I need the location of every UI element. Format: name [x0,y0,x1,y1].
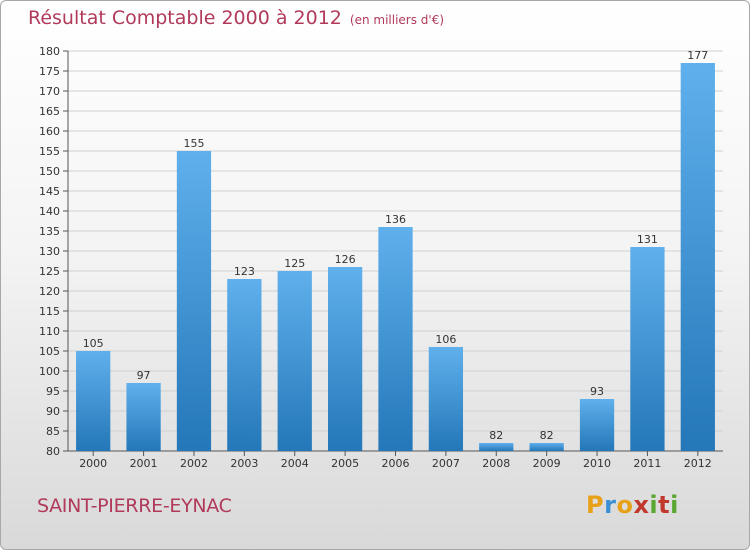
commune-name: SAINT-PIERRE-EYNAC [37,495,232,517]
y-tick-label: 165 [39,105,60,118]
bar-2010 [579,399,615,451]
value-label-2002: 155 [183,137,204,150]
x-tick-label-2004: 2004 [281,457,309,470]
value-label-2006: 136 [385,213,406,226]
value-label-2011: 131 [637,233,658,246]
x-tick-label-2006: 2006 [382,457,410,470]
x-tick-label-2010: 2010 [583,457,611,470]
value-label-2010: 93 [590,385,604,398]
bar-2012 [680,63,715,451]
y-tick-label: 140 [39,205,60,218]
y-tick-label: 115 [39,305,60,318]
value-label-2007: 106 [435,333,456,346]
bar-2000 [76,351,111,451]
x-tick-label-2002: 2002 [180,457,208,470]
y-tick-label: 90 [46,405,60,418]
y-tick-label: 105 [39,345,60,358]
y-tick-label: 110 [39,325,60,338]
y-tick-label: 170 [39,85,60,98]
x-tick-label-2000: 2000 [79,457,107,470]
bar-2009 [529,443,564,451]
y-tick-label: 155 [39,145,60,158]
y-tick-label: 180 [39,45,60,58]
y-tick-labels: 80 85 90 95 100 105 110 115 120 125 130 135 140 145 15… [39,45,60,458]
value-label-2001: 97 [137,369,151,382]
bar-2007 [428,347,464,451]
x-tick-label-2009: 2009 [533,457,561,470]
logo-letter: P [586,491,605,519]
y-tick-label: 150 [39,165,60,178]
bar-2004 [277,271,312,451]
x-tick-label-2003: 2003 [230,457,258,470]
value-labels: 105 97 155 123 125 126 136 106 82 82 93 131 177 [83,49,709,442]
value-label-2003: 123 [234,265,255,278]
logo-letter: t [658,491,671,519]
x-tick-labels: 2000 2001 2002 2003 2004 2005 2006 2007 2008 2009… [79,457,712,470]
y-tick-label: 175 [39,65,60,78]
value-label-2000: 105 [83,337,104,350]
logo-letter: i [649,491,659,519]
x-tick-label-2005: 2005 [331,457,359,470]
chart-subtitle: (en milliers d'€) [349,13,445,27]
bar-2011 [630,247,665,451]
x-tick-label-2011: 2011 [633,457,661,470]
bar-2008 [479,443,514,451]
y-tick-label: 125 [39,265,60,278]
y-tick-label: 160 [39,125,60,138]
value-label-2008: 82 [489,429,503,442]
y-tick-label: 120 [39,285,60,298]
proxiti-logo: Proxiti [586,491,679,519]
value-label-2005: 126 [335,253,356,266]
value-label-2012: 177 [687,49,708,62]
bar-2006 [378,227,413,451]
bar-2002 [176,151,212,451]
y-tick-label: 85 [46,425,60,438]
y-tick-label: 135 [39,225,60,238]
x-tick-label-2007: 2007 [432,457,460,470]
bar-2005 [327,267,363,451]
y-tick-label: 145 [39,185,60,198]
value-label-2009: 82 [540,429,554,442]
bar-2003 [227,279,262,451]
logo-letter: x [633,491,650,519]
value-label-2004: 125 [284,257,305,270]
y-tick-label: 95 [46,385,60,398]
bars [76,63,715,451]
x-tick-label-2008: 2008 [482,457,510,470]
y-tick-label: 100 [39,365,60,378]
logo-letter: o [616,491,634,519]
y-tick-label: 130 [39,245,60,258]
x-tick-label-2001: 2001 [130,457,158,470]
chart-title: Résultat Comptable 2000 à 2012 (en millie… [28,7,445,29]
y-tick-label: 80 [46,445,60,458]
logo-letter: i [670,491,679,519]
logo-letter: r [604,491,617,519]
x-tick-label-2012: 2012 [684,457,712,470]
bar-2001 [126,383,161,451]
